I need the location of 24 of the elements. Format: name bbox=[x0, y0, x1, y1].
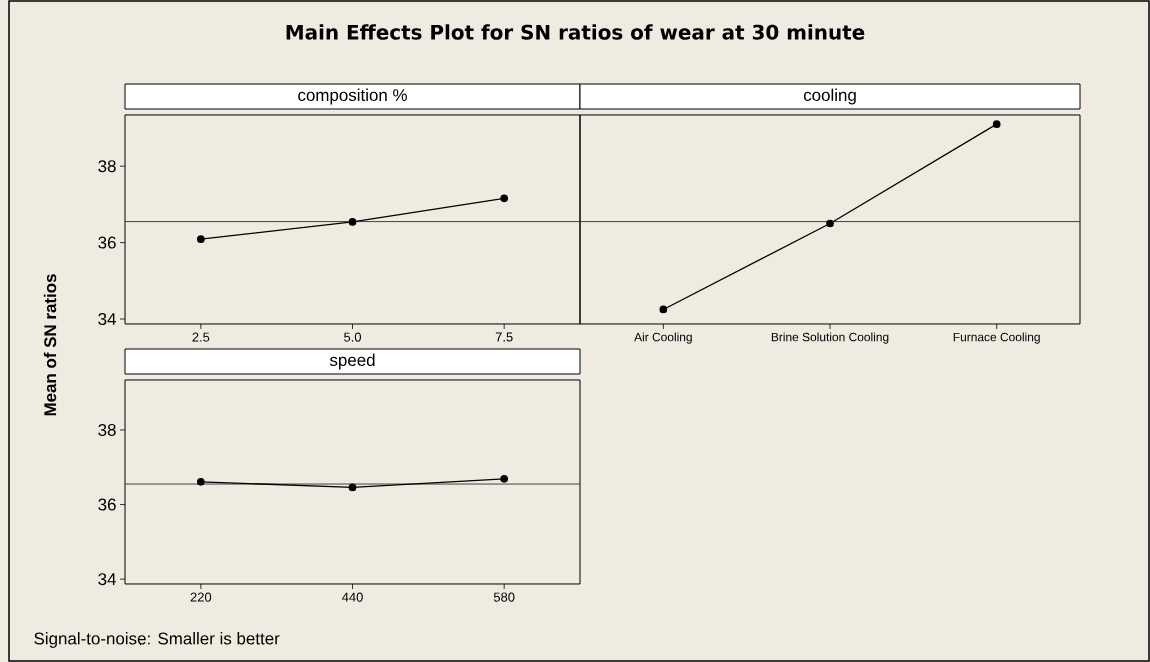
y-tick-label: 36 bbox=[98, 498, 116, 511]
y-tick-label: 36 bbox=[98, 236, 116, 249]
y-tick-label: 38 bbox=[98, 423, 116, 436]
text: Main Effects Plot for SN ratios of wear at 30 minute bbox=[286, 24, 865, 40]
x-tick-label: Brine Solution Cooling bbox=[771, 332, 889, 344]
y-tick-label: 38 bbox=[98, 160, 116, 173]
point bbox=[348, 218, 357, 226]
y-tick-label: 34 bbox=[98, 573, 116, 586]
x-tick-label: 220 bbox=[190, 592, 212, 602]
chart-title: cooling bbox=[803, 88, 856, 105]
chart-title: speed bbox=[329, 353, 375, 370]
x-tick-label: 440 bbox=[342, 592, 363, 602]
x-tick-label: 580 bbox=[493, 592, 515, 602]
point bbox=[500, 194, 509, 203]
x-tick-label: Air Cooling bbox=[634, 332, 692, 344]
chart-title: composition % bbox=[298, 88, 407, 105]
point bbox=[196, 235, 205, 244]
y-tick-label: 34 bbox=[98, 313, 116, 326]
x-tick-label: 7.5 bbox=[495, 332, 513, 342]
x-tick-label: 2.5 bbox=[192, 332, 210, 342]
y-axis-title: Mean of SN ratios bbox=[43, 274, 57, 416]
x-tick-label: 5.0 bbox=[344, 332, 362, 342]
text: Signal-to-noise: Smaller is better bbox=[34, 632, 280, 648]
x-tick-label: Furnace Cooling bbox=[953, 332, 1040, 344]
